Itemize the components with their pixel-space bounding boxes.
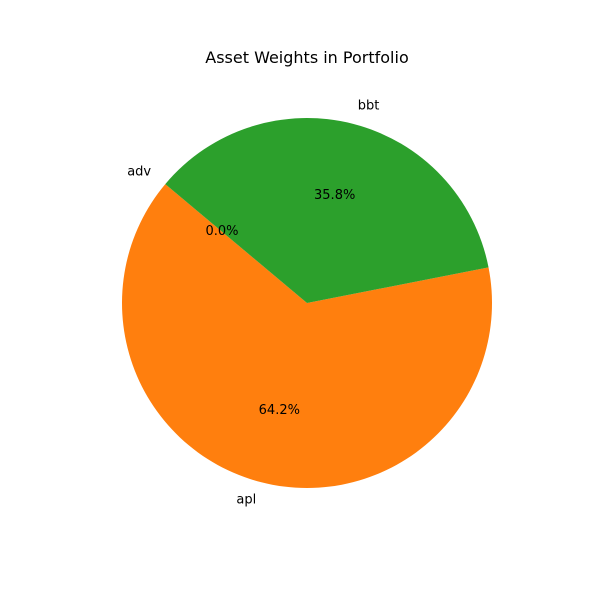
slice-label-bbt: bbt	[358, 98, 380, 113]
chart-title: Asset Weights in Portfolio	[205, 48, 408, 67]
pie-slices	[121, 118, 492, 489]
pie-labels: adv 0.0% apl 64.2% bbt 35.8%	[127, 98, 379, 507]
pct-label-bbt: 35.8%	[314, 188, 355, 203]
pie-slice-bbt	[165, 118, 489, 303]
slice-label-apl: apl	[236, 493, 256, 508]
pct-label-apl: 64.2%	[259, 403, 300, 418]
pct-label-adv: 0.0%	[205, 224, 238, 239]
pie-slice-apl	[121, 184, 492, 489]
slice-label-adv: adv	[127, 165, 151, 180]
